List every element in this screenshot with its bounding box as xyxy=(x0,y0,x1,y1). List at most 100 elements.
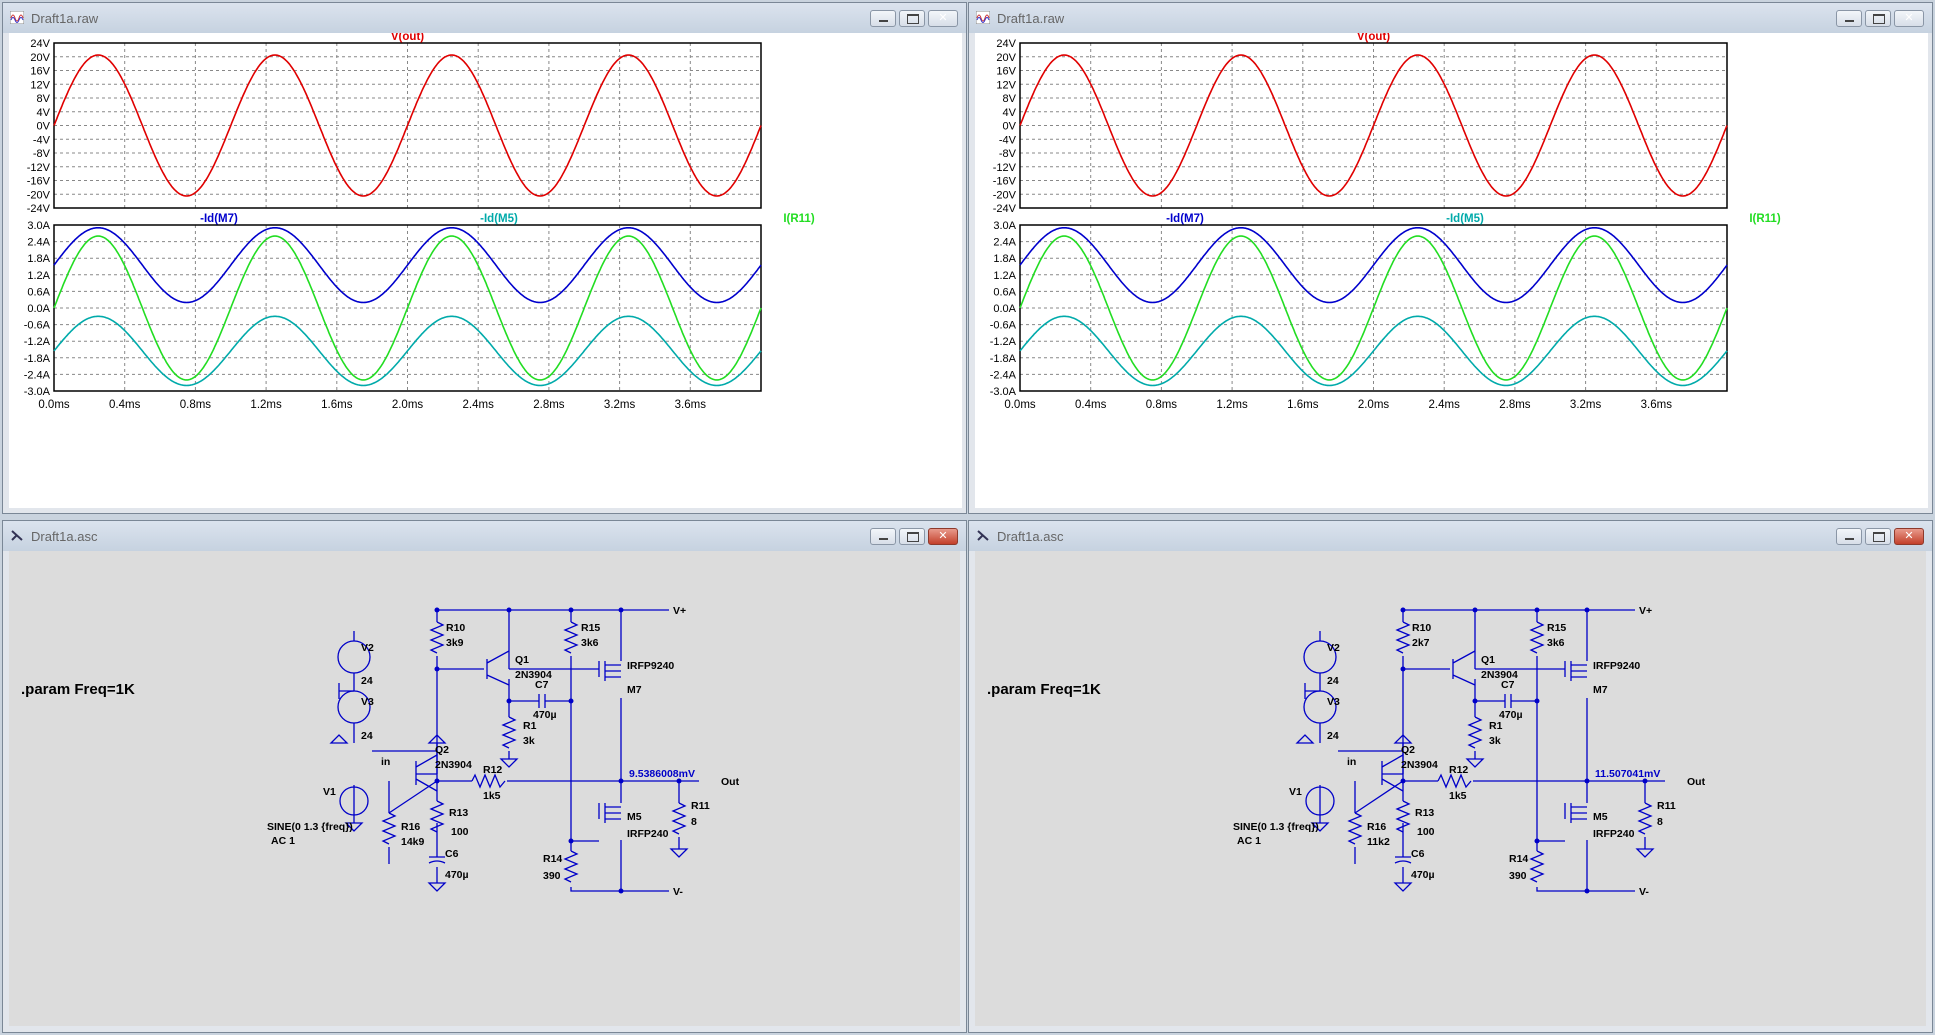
y-tick-label: 0.6A xyxy=(993,286,1016,298)
q1-name: Q1 xyxy=(515,654,529,666)
r1-name: R1 xyxy=(1489,720,1503,732)
trace-label[interactable]: -Id(M7) xyxy=(1166,213,1204,225)
y-tick-label: -20V xyxy=(27,189,51,201)
x-tick-label: 3.6ms xyxy=(1641,399,1673,411)
y-tick-label: 2.4A xyxy=(993,237,1016,249)
title-bar[interactable]: Draft1a.raw xyxy=(3,3,966,33)
q1-name: Q1 xyxy=(1481,654,1495,666)
x-tick-label: 3.2ms xyxy=(604,399,636,411)
title-bar[interactable]: Draft1a.asc xyxy=(3,521,966,551)
r16-value: 11k2 xyxy=(1367,836,1390,848)
close-button[interactable] xyxy=(928,10,958,27)
vout-measurement[interactable]: 9.5386008mV xyxy=(629,768,695,780)
vout-measurement[interactable]: 11.507041mV xyxy=(1595,768,1660,780)
x-tick-label: 1.2ms xyxy=(1216,399,1248,411)
trace-id-m5[interactable] xyxy=(1019,315,1728,387)
m7-name: M7 xyxy=(627,684,642,696)
param-directive[interactable]: .param Freq=1K xyxy=(987,681,1101,698)
r16-name: R16 xyxy=(401,821,420,833)
trace-label[interactable]: V(out) xyxy=(391,33,424,43)
close-button[interactable] xyxy=(1894,528,1924,545)
trace-label[interactable]: I(R11) xyxy=(783,213,814,225)
y-tick-label: -16V xyxy=(993,176,1017,188)
trace-id-m5[interactable] xyxy=(53,315,762,387)
y-tick-label: 0.6A xyxy=(27,286,50,298)
r1-value: 3k xyxy=(1489,735,1501,747)
x-tick-label: 3.2ms xyxy=(1570,399,1602,411)
q2-name: Q2 xyxy=(1401,744,1415,756)
c6-value: 470µ xyxy=(1411,869,1435,881)
minimize-button[interactable] xyxy=(1836,10,1862,27)
y-tick-label: -4V xyxy=(999,134,1017,146)
x-tick-label: 2.0ms xyxy=(1358,399,1390,411)
r1-value: 3k xyxy=(523,735,535,747)
title-bar[interactable]: Draft1a.raw xyxy=(969,3,1932,33)
m5-type: IRFP240 xyxy=(627,828,669,840)
r13-value: 100 xyxy=(1417,826,1435,838)
minimize-button[interactable] xyxy=(1836,528,1862,545)
c6-name: C6 xyxy=(1411,848,1425,860)
maximize-button[interactable] xyxy=(899,528,925,545)
q2-name: Q2 xyxy=(435,744,449,756)
maximize-button[interactable] xyxy=(1865,528,1891,545)
trace-label[interactable]: V(out) xyxy=(1357,33,1390,43)
c7-name: C7 xyxy=(1501,679,1515,691)
schematic-window-right[interactable]: Draft1a.asc xyxy=(968,520,1933,1033)
y-tick-label: 12V xyxy=(996,79,1016,91)
vminus-label: V- xyxy=(1639,886,1649,898)
y-tick-label: -0.6A xyxy=(990,320,1017,332)
x-tick-label: 1.2ms xyxy=(250,399,282,411)
trace-id-m7[interactable] xyxy=(53,227,762,304)
schematic-window-left[interactable]: Draft1a.asc xyxy=(2,520,967,1033)
schematic[interactable]: .param Freq=1K V+ V- Out in 11.507041mV … xyxy=(975,551,1928,1028)
schematic-canvas[interactable]: .param Freq=1K V+ V- Out in 9.5386008mV … xyxy=(9,551,960,1026)
r16-value: 14k9 xyxy=(401,836,425,848)
v1-ac: AC 1 xyxy=(271,835,295,847)
y-tick-label: 8V xyxy=(37,93,51,105)
y-tick-label: -2.4A xyxy=(990,369,1017,381)
schematic[interactable]: .param Freq=1K V+ V- Out in 9.5386008mV … xyxy=(9,551,962,1028)
x-tick-label: 0.8ms xyxy=(1146,399,1178,411)
y-tick-label: -8V xyxy=(33,148,51,160)
trace-v-out[interactable] xyxy=(1019,54,1728,197)
y-tick-label: 2.4A xyxy=(27,237,50,249)
maximize-button[interactable] xyxy=(1865,10,1891,27)
trace-v-out[interactable] xyxy=(53,54,762,197)
y-tick-label: 4V xyxy=(37,107,51,119)
q1-type: 2N3904 xyxy=(515,669,552,681)
y-tick-label: -2.4A xyxy=(24,369,51,381)
trace-label[interactable]: I(R11) xyxy=(1749,213,1780,225)
y-tick-label: -16V xyxy=(27,176,51,188)
c6-name: C6 xyxy=(445,848,459,860)
param-directive[interactable]: .param Freq=1K xyxy=(21,681,135,698)
close-button[interactable] xyxy=(928,528,958,545)
trace-i-r11[interactable] xyxy=(53,235,762,381)
minimize-button[interactable] xyxy=(870,528,896,545)
y-tick-label: -1.2A xyxy=(990,336,1017,348)
y-tick-label: 1.2A xyxy=(27,270,50,282)
waveform-icon xyxy=(10,11,24,24)
minimize-button[interactable] xyxy=(870,10,896,27)
close-button[interactable] xyxy=(1894,10,1924,27)
v1-sine: SINE(0 1.3 {freq}) xyxy=(267,821,353,833)
trace-label[interactable]: -Id(M5) xyxy=(1446,213,1484,225)
trace-id-m7[interactable] xyxy=(1019,227,1728,304)
trace-i-r11[interactable] xyxy=(1019,235,1728,381)
m5-name: M5 xyxy=(1593,811,1608,823)
v3-name: V3 xyxy=(361,696,374,708)
c6-value: 470µ xyxy=(445,869,469,881)
trace-label[interactable]: -Id(M5) xyxy=(480,213,518,225)
schematic-canvas[interactable]: .param Freq=1K V+ V- Out in 11.507041mV … xyxy=(975,551,1926,1026)
x-tick-label: 0.4ms xyxy=(109,399,141,411)
vplus-label: V+ xyxy=(1639,605,1652,617)
y-tick-label: 16V xyxy=(996,66,1016,78)
in-label: in xyxy=(1347,756,1356,768)
r12-name: R12 xyxy=(1449,764,1468,776)
maximize-button[interactable] xyxy=(899,10,925,27)
title-bar[interactable]: Draft1a.asc xyxy=(969,521,1932,551)
trace-label[interactable]: -Id(M7) xyxy=(200,213,238,225)
